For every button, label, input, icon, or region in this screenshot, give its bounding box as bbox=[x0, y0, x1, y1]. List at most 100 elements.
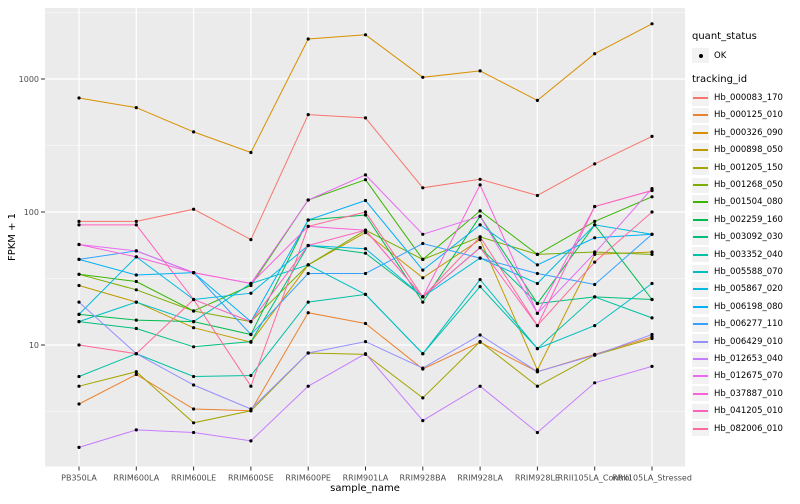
data-point bbox=[478, 246, 482, 250]
legend-item-Hb_005588_070: Hb_005588_070 bbox=[692, 264, 783, 280]
data-point bbox=[249, 281, 253, 286]
data-point bbox=[593, 52, 597, 56]
data-point bbox=[134, 279, 138, 284]
legend-item-Hb_001504_080: Hb_001504_080 bbox=[692, 194, 783, 210]
x-tick-label: RRIM600SE bbox=[228, 474, 274, 483]
data-point bbox=[249, 340, 253, 344]
data-point bbox=[249, 238, 253, 242]
legend-key-box bbox=[692, 142, 709, 158]
line-swatch-icon bbox=[693, 114, 708, 117]
data-point bbox=[421, 300, 425, 304]
data-point bbox=[478, 69, 482, 73]
data-point bbox=[249, 332, 253, 337]
data-point bbox=[363, 116, 368, 120]
data-point bbox=[478, 214, 482, 218]
legend-key-box bbox=[692, 316, 709, 332]
line-swatch-icon bbox=[693, 410, 708, 413]
data-point bbox=[77, 283, 81, 288]
legend-key-box bbox=[692, 229, 709, 245]
line-swatch-icon bbox=[693, 392, 708, 395]
line-swatch-icon bbox=[693, 358, 708, 360]
data-point bbox=[134, 106, 138, 110]
data-point bbox=[134, 318, 138, 322]
data-point bbox=[421, 257, 425, 261]
legend-item-label: Hb_000326_090 bbox=[714, 127, 783, 138]
x-tick-label: RRIM928LA bbox=[457, 474, 503, 483]
data-point bbox=[421, 276, 425, 280]
data-point bbox=[77, 272, 81, 276]
data-point bbox=[535, 347, 540, 351]
data-point bbox=[306, 218, 310, 222]
data-point bbox=[421, 396, 425, 400]
legend-item-label: Hb_006198_080 bbox=[714, 301, 783, 312]
legend-item-Hb_012675_070: Hb_012675_070 bbox=[692, 368, 783, 384]
data-point bbox=[421, 241, 425, 246]
data-point bbox=[650, 297, 654, 302]
data-point bbox=[363, 340, 368, 344]
data-point bbox=[421, 268, 425, 272]
data-point bbox=[77, 374, 81, 379]
line-swatch-icon bbox=[693, 201, 708, 204]
legend-key-box bbox=[692, 351, 709, 367]
legend-item-label: Hb_003352_040 bbox=[714, 249, 783, 260]
data-point bbox=[650, 22, 654, 26]
data-point bbox=[306, 198, 310, 202]
data-point bbox=[77, 384, 81, 388]
line-swatch-icon bbox=[693, 323, 708, 326]
data-point bbox=[363, 271, 368, 276]
data-point bbox=[134, 288, 138, 292]
x-tick-label: RRIM600LE bbox=[171, 474, 216, 483]
legend-item-Hb_000083_170: Hb_000083_170 bbox=[692, 90, 783, 106]
line-swatch-icon bbox=[693, 427, 708, 430]
line-swatch-icon bbox=[693, 149, 708, 152]
data-point bbox=[535, 263, 540, 267]
data-point bbox=[192, 326, 196, 330]
data-point bbox=[535, 252, 540, 256]
legend: quant_status OK tracking_id Hb_000083_17… bbox=[692, 0, 798, 500]
data-point bbox=[363, 292, 368, 296]
data-point bbox=[363, 33, 368, 37]
legend-key-box bbox=[692, 264, 709, 280]
data-point bbox=[77, 96, 81, 100]
data-point bbox=[363, 231, 368, 235]
data-point bbox=[478, 183, 482, 187]
data-point bbox=[249, 291, 253, 295]
data-point bbox=[421, 419, 425, 423]
data-point bbox=[306, 224, 310, 228]
data-point bbox=[650, 134, 654, 138]
data-point bbox=[192, 309, 196, 313]
data-point bbox=[593, 260, 597, 264]
line-swatch-icon bbox=[693, 97, 708, 99]
data-point bbox=[535, 430, 540, 435]
data-point bbox=[134, 370, 138, 374]
data-point bbox=[478, 209, 482, 213]
data-point bbox=[535, 271, 540, 276]
data-point bbox=[363, 321, 368, 326]
data-point bbox=[478, 177, 482, 181]
data-point bbox=[134, 428, 138, 432]
line-swatch-icon bbox=[693, 340, 708, 343]
legend-item-label: Hb_005588_070 bbox=[714, 267, 783, 277]
data-point bbox=[535, 98, 540, 102]
data-point bbox=[363, 247, 368, 251]
legend-key-box bbox=[692, 48, 709, 63]
data-point bbox=[134, 352, 138, 356]
data-point bbox=[363, 198, 368, 203]
legend-item-label: Hb_041205_010 bbox=[714, 406, 783, 417]
legend-item-label: Hb_082006_010 bbox=[714, 423, 783, 434]
data-point bbox=[306, 384, 310, 388]
legend-item-label: Hb_000125_010 bbox=[714, 110, 783, 121]
y-axis-title: FPKM + 1 bbox=[7, 213, 18, 261]
legend-item-label: Hb_002259_160 bbox=[714, 214, 783, 225]
data-point bbox=[593, 251, 597, 255]
data-point bbox=[593, 295, 597, 299]
data-point bbox=[192, 383, 196, 387]
legend-key-box bbox=[692, 125, 709, 141]
y-tick-label: 1000 bbox=[19, 75, 39, 84]
data-point bbox=[249, 320, 253, 324]
data-point bbox=[134, 326, 138, 331]
x-tick-label: PB350LA bbox=[61, 474, 97, 483]
legend-key-box bbox=[692, 90, 709, 106]
data-point bbox=[650, 336, 654, 341]
legend-key-box bbox=[692, 421, 709, 437]
